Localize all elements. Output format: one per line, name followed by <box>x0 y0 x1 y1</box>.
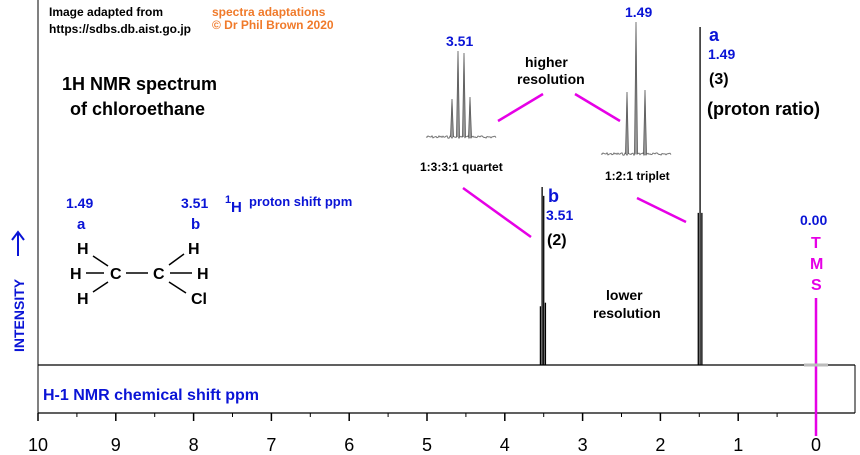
x-tick-label: 7 <box>266 435 276 455</box>
peak-b-shift: 3.51 <box>546 207 573 223</box>
triplet-caption: 1:2:1 triplet <box>605 169 670 183</box>
pointer-higher-to-triplet <box>574 92 621 123</box>
y-axis-label: INTENSITY <box>11 278 27 352</box>
triplet-inset-line <box>625 91 629 155</box>
author-line-1: spectra adaptations <box>212 5 326 19</box>
atom-h-right: H <box>197 266 209 283</box>
pointer-higher-to-quartet <box>497 92 544 123</box>
atom-c-1: C <box>110 266 122 283</box>
quartet-inset <box>425 50 497 140</box>
x-tick-label: 8 <box>189 435 199 455</box>
bond-c2-cl <box>168 281 187 294</box>
x-tick-label: 0 <box>811 435 821 455</box>
spectrum-peaks <box>539 27 703 365</box>
bond-c1-h-bottom <box>92 281 109 293</box>
shift-caption-sup: 1 <box>225 194 231 206</box>
x-tick-label: 5 <box>422 435 432 455</box>
x-tick-label: 1 <box>733 435 743 455</box>
atom-h-top-left: H <box>77 241 89 258</box>
atom-h-top-right: H <box>188 241 200 258</box>
legend-label-a: a <box>77 216 86 233</box>
triplet-inset <box>600 21 672 157</box>
quartet-caption: 1:3:3:1 quartet <box>420 160 503 174</box>
quartet-inset-line <box>462 52 466 138</box>
quartet-inset-line <box>468 96 472 138</box>
x-tick-label: 9 <box>111 435 121 455</box>
source-line-1: Image adapted from <box>49 5 163 19</box>
spectrum-title-line-1: 1H NMR spectrum <box>62 74 217 94</box>
x-tick-label: 3 <box>578 435 588 455</box>
peak-a-letter: a <box>709 25 720 45</box>
legend-label-b: b <box>191 216 200 233</box>
x-axis-label: H-1 NMR chemical shift ppm <box>43 387 259 404</box>
intensity-axis-label: INTENSITY <box>11 278 27 352</box>
author-line-2: © Dr Phil Brown 2020 <box>212 18 334 32</box>
higher-resolution-line-1: higher <box>525 54 568 70</box>
bond-c1-h-top <box>92 255 109 267</box>
lower-resolution-line-2: resolution <box>593 305 661 321</box>
tms-letter-m: M <box>810 256 823 273</box>
atom-c-2: C <box>153 266 165 283</box>
lower-resolution-line-1: lower <box>606 287 643 303</box>
x-tick-label: 10 <box>28 435 48 455</box>
triplet-inset-line <box>634 21 638 155</box>
shift-caption-h: H <box>231 199 242 216</box>
tms-shift: 0.00 <box>800 212 827 228</box>
tms-marker <box>804 298 828 436</box>
x-tick-label: 6 <box>344 435 354 455</box>
tms-letter-t: T <box>811 235 821 252</box>
higher-resolution-line-2: resolution <box>517 71 585 87</box>
x-tick-label: 4 <box>500 435 510 455</box>
quartet-inset-baseline <box>425 135 497 140</box>
bond-c2-h-top <box>168 253 185 266</box>
proton-ratio-caption: (proton ratio) <box>707 99 820 119</box>
peak-a-shift: 1.49 <box>708 46 735 62</box>
quartet-inset-line <box>456 50 460 138</box>
x-axis-ticks: 10 9 8 7 6 5 4 3 2 1 0 <box>28 413 821 455</box>
peak-a-ratio: (3) <box>709 71 729 88</box>
shift-caption-rest: proton shift ppm <box>249 194 352 209</box>
spectrum-title-line-2: of chloroethane <box>70 99 205 119</box>
atom-cl: Cl <box>191 291 207 308</box>
peak-b-letter: b <box>548 186 559 206</box>
triplet-inset-shift: 1.49 <box>625 4 652 20</box>
quartet-inset-shift: 3.51 <box>446 33 473 49</box>
atom-h-left: H <box>70 266 82 283</box>
intensity-arrow-icon <box>11 230 25 256</box>
x-tick-label: 2 <box>655 435 665 455</box>
atom-h-bottom-left: H <box>77 291 89 308</box>
legend-shift-b: 3.51 <box>181 195 208 211</box>
chloroethane-structure: H H H C C H H Cl <box>70 241 209 308</box>
quartet-inset-line <box>450 98 454 138</box>
pointer-lines <box>462 92 687 239</box>
legend-shift-a: 1.49 <box>66 195 93 211</box>
source-line-2: https://sdbs.db.aist.go.jp <box>49 22 191 36</box>
triplet-inset-line <box>643 89 647 155</box>
peak-b-ratio: (2) <box>547 232 567 249</box>
pointer-quartet-to-peak-b <box>462 186 532 239</box>
pointer-triplet-to-peak-a <box>636 196 687 224</box>
tms-letter-s: S <box>811 277 822 294</box>
